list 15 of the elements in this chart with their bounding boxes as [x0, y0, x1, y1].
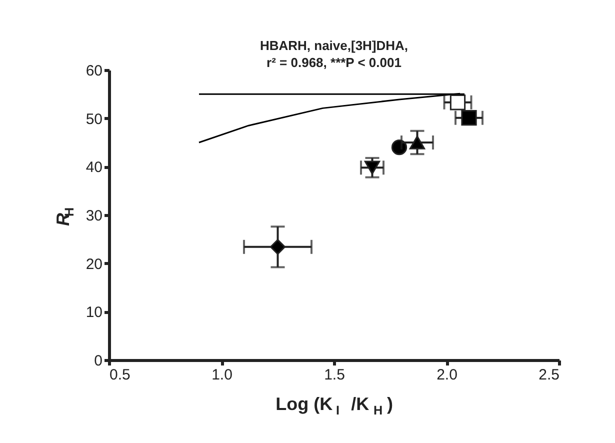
y-tick-label: 50 [86, 110, 102, 128]
y-axis-title: RH [53, 207, 76, 226]
x-tick-label: 2.5 [538, 366, 560, 384]
y-tick-label: 30 [86, 208, 102, 224]
text: HBARH, naive,[3H]DHA, [260, 38, 408, 53]
text: r² = 0.968, ***P < 0.001 [266, 55, 402, 70]
x-tick-label: 2.0 [436, 366, 458, 384]
y-tick-label: 20 [86, 256, 102, 273]
y-tick-label: 40 [86, 159, 102, 176]
x-tick-label: 0.5 [110, 366, 130, 384]
y-tick-label: 60 [86, 62, 102, 80]
y-tick-label: 10 [86, 304, 102, 322]
x-tick-label: 1.0 [212, 366, 232, 384]
y-tick-label: 0 [94, 352, 102, 370]
x-tick-label: 1.5 [324, 366, 345, 384]
